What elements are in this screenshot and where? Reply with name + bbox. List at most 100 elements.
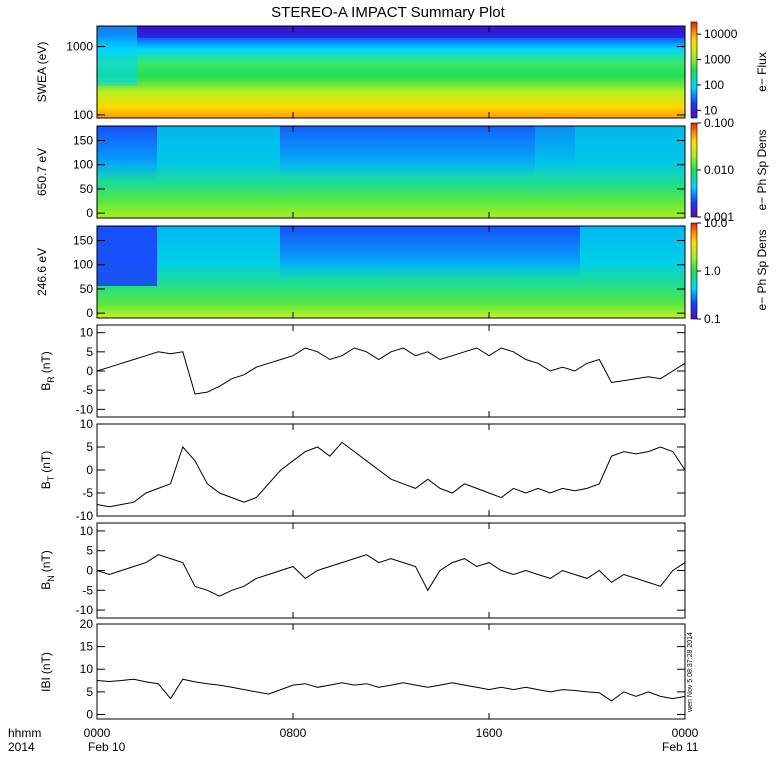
x-tick-label: 1600 (476, 726, 503, 740)
pad246-colorbar-tick-label: 10.0 (704, 216, 728, 230)
swea-heatmap (97, 26, 685, 118)
year-label: 2014 (8, 740, 35, 754)
x-tick-label: 0000 (84, 726, 111, 740)
bmag-yaxis: 20 15 10 5 0 (80, 617, 685, 721)
bn-ylabel-main: B (39, 582, 53, 590)
swea-ytick-label: 100 (73, 108, 93, 122)
swea-early-segment (97, 26, 137, 86)
pad246-colorbar (690, 222, 698, 320)
bmag-ytick-label: 5 (86, 685, 93, 699)
pad650-yaxis: 150 100 50 0 (73, 134, 685, 220)
br-ytick-label: -10 (76, 402, 94, 416)
pad650-ytick-label: 100 (73, 158, 93, 172)
br-yaxis: 10 5 0 -5 -10 (76, 326, 685, 416)
pad246-colorbar-label: e− Ph Sp Dens (755, 229, 769, 310)
pad650-colorbar-tick-label: 0.001 (704, 210, 734, 224)
br-ytick-label: 0 (86, 364, 93, 378)
br-panel: 10 5 0 -5 -10 BR (nT) (39, 324, 686, 418)
time-axis: 0000 0800 1600 0000 (84, 26, 699, 740)
pad650-late-dark (535, 126, 575, 171)
bmag-ytick-label: 15 (80, 640, 94, 654)
swea-yaxis: 1000 100 (66, 40, 685, 122)
swea-colorbar-tick-label: 10 (704, 103, 718, 117)
bn-ytick-label: -5 (82, 583, 93, 597)
bt-ylabel-unit: (nT) (39, 451, 53, 473)
pad650-colorbar-tick-label: 0.100 (704, 116, 734, 130)
bmag-frame (96, 623, 686, 720)
swea-colorbar-tick-label: 100 (704, 78, 724, 92)
pad246-mid-dark (280, 226, 580, 280)
pad246-ytick-label: 100 (73, 258, 93, 272)
swea-ytick-label: 1000 (66, 40, 93, 54)
pad246-colorbar-tick-label: 1.0 (704, 264, 721, 278)
bt-ytick-label: -5 (82, 486, 93, 500)
bt-frame (96, 423, 686, 517)
pad650-ylabel: 650.7 eV (35, 148, 49, 196)
bt-ytick-label: 10 (80, 417, 94, 431)
swea-colorbar-ticks: 10000 1000 100 10 (697, 27, 738, 117)
br-ytick-label: 10 (80, 326, 94, 340)
pad246-colorbar-ticks: 10.0 1.0 0.1 (697, 216, 728, 326)
bn-ytick-label: 5 (86, 544, 93, 558)
date-start-label: Feb 10 (88, 740, 126, 754)
bmag-panel: 20 15 10 5 0 IBI (nT) wen Nov 5 08:37:28 2014 (39, 617, 694, 721)
swea-colorbar-label: e− Flux (755, 52, 769, 92)
pad246-colorbar-tick-label: 0.1 (704, 312, 721, 326)
bn-ytick-label: 10 (80, 524, 94, 538)
bn-ytick-label: -10 (76, 603, 94, 617)
pad650-colorbar-ticks: 0.100 0.010 0.001 (697, 116, 734, 224)
bmag-ytick-label: 0 (86, 707, 93, 721)
time-unit-label: hhmm (8, 726, 41, 740)
bmag-ytick-label: 10 (80, 662, 94, 676)
bt-panel: 10 5 0 -5 -10 BT (nT) (39, 417, 686, 523)
bn-frame (96, 522, 686, 619)
bt-ylabel-sub: T (46, 475, 56, 481)
swea-panel: SWEA (eV) 1000 100 10000 1000 100 10 e− Flux (35, 21, 769, 122)
pad246-frame (96, 225, 686, 319)
br-series-line (96, 347, 686, 395)
swea-dark-top (137, 26, 685, 38)
bmag-ytick-label: 20 (80, 617, 94, 631)
side-stamp: wen Nov 5 08:37:28 2014 (687, 632, 694, 713)
pad246-ytick-label: 150 (73, 234, 93, 248)
bn-ylabel-sub: N (46, 575, 56, 582)
swea-colorbar (690, 21, 698, 119)
pad246-panel: 246.6 eV 150 100 50 0 10.0 1.0 0.1 e− Ph Sp D… (35, 216, 769, 326)
br-frame (96, 324, 686, 418)
x-tick-label: 0000 (672, 726, 699, 740)
br-ylabel-main: B (39, 383, 53, 391)
br-ytick-label: 5 (86, 345, 93, 359)
bn-ylabel: BN (nT) (39, 550, 56, 590)
bmag-ylabel: IBI (nT) (39, 652, 53, 692)
bmag-ylabel-main: IBI (39, 677, 53, 692)
bn-yaxis: 10 5 0 -5 -10 (76, 524, 685, 617)
bn-series-line (96, 554, 686, 597)
date-end-label: Feb 11 (662, 740, 699, 754)
pad650-colorbar (690, 122, 698, 218)
pad650-mid-dark (280, 126, 535, 178)
pad650-frame (96, 125, 686, 219)
swea-frame (96, 25, 686, 119)
bt-ylabel: BT (nT) (39, 451, 56, 490)
br-ytick-label: -5 (82, 383, 93, 397)
bmag-ylabel-unit: (nT) (39, 652, 53, 674)
pad246-yaxis: 150 100 50 0 (73, 234, 685, 320)
bt-ylabel-main: B (39, 481, 53, 489)
swea-colorbar-tick-label: 10000 (704, 27, 738, 41)
br-ylabel-unit: (nT) (39, 351, 53, 373)
pad650-ytick-label: 150 (73, 134, 93, 148)
swea-ylabel: SWEA (eV) (35, 42, 49, 103)
plot-title: STEREO-A IMPACT Summary Plot (271, 4, 505, 21)
pad246-ylabel: 246.6 eV (35, 248, 49, 296)
bt-yaxis: 10 5 0 -5 -10 (76, 417, 685, 523)
bt-ytick-label: -10 (76, 509, 94, 523)
pad246-early-dark (97, 226, 157, 286)
bt-series-line (96, 441, 686, 508)
br-ylabel-sub: R (46, 376, 56, 383)
swea-colorbar-tick-label: 1000 (704, 53, 731, 67)
pad650-ytick-label: 0 (86, 206, 93, 220)
pad650-colorbar-tick-label: 0.010 (704, 163, 734, 177)
bt-ytick-label: 5 (86, 440, 93, 454)
pad246-ytick-label: 50 (80, 282, 94, 296)
